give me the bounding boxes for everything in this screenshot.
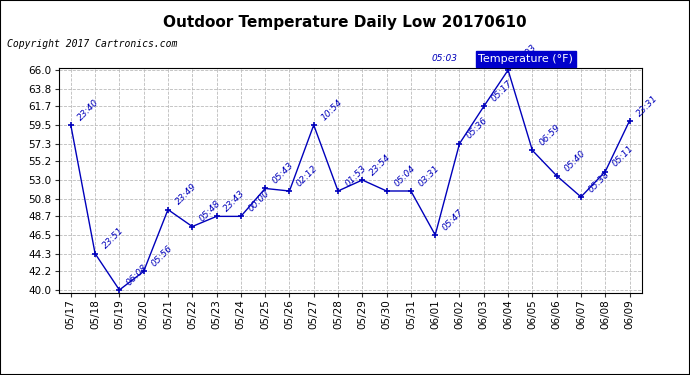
Text: 05:03: 05:03	[513, 42, 538, 67]
Text: Temperature (°F): Temperature (°F)	[478, 54, 573, 64]
Text: 05:56: 05:56	[149, 244, 174, 268]
Text: 01:53: 01:53	[344, 164, 368, 188]
Text: 05:04: 05:04	[392, 164, 417, 188]
Text: 23:31: 23:31	[635, 93, 660, 118]
Text: 05:48: 05:48	[198, 199, 223, 224]
Text: 05:38: 05:38	[586, 170, 611, 194]
Text: 06:08: 06:08	[125, 262, 150, 287]
Text: 23:49: 23:49	[173, 182, 198, 207]
Text: Outdoor Temperature Daily Low 20170610: Outdoor Temperature Daily Low 20170610	[164, 15, 526, 30]
Text: Copyright 2017 Cartronics.com: Copyright 2017 Cartronics.com	[7, 39, 177, 50]
Text: 23:40: 23:40	[77, 98, 101, 122]
Text: 23:43: 23:43	[222, 189, 247, 214]
Text: 06:59: 06:59	[538, 123, 562, 148]
Text: 03:31: 03:31	[417, 164, 441, 188]
Text: 05:47: 05:47	[441, 207, 466, 232]
Text: 05:40: 05:40	[562, 148, 587, 173]
Text: 10:54: 10:54	[319, 98, 344, 122]
Text: 05:43: 05:43	[270, 161, 295, 186]
Text: 05:17: 05:17	[489, 79, 514, 104]
Text: 02:12: 02:12	[295, 164, 319, 188]
Text: 00:00: 00:00	[246, 189, 271, 214]
Text: 05:36: 05:36	[465, 116, 490, 141]
Text: 23:54: 23:54	[368, 153, 393, 177]
Text: 05:11: 05:11	[611, 144, 635, 169]
Text: 23:51: 23:51	[101, 226, 126, 251]
Text: 05:03: 05:03	[432, 54, 458, 63]
